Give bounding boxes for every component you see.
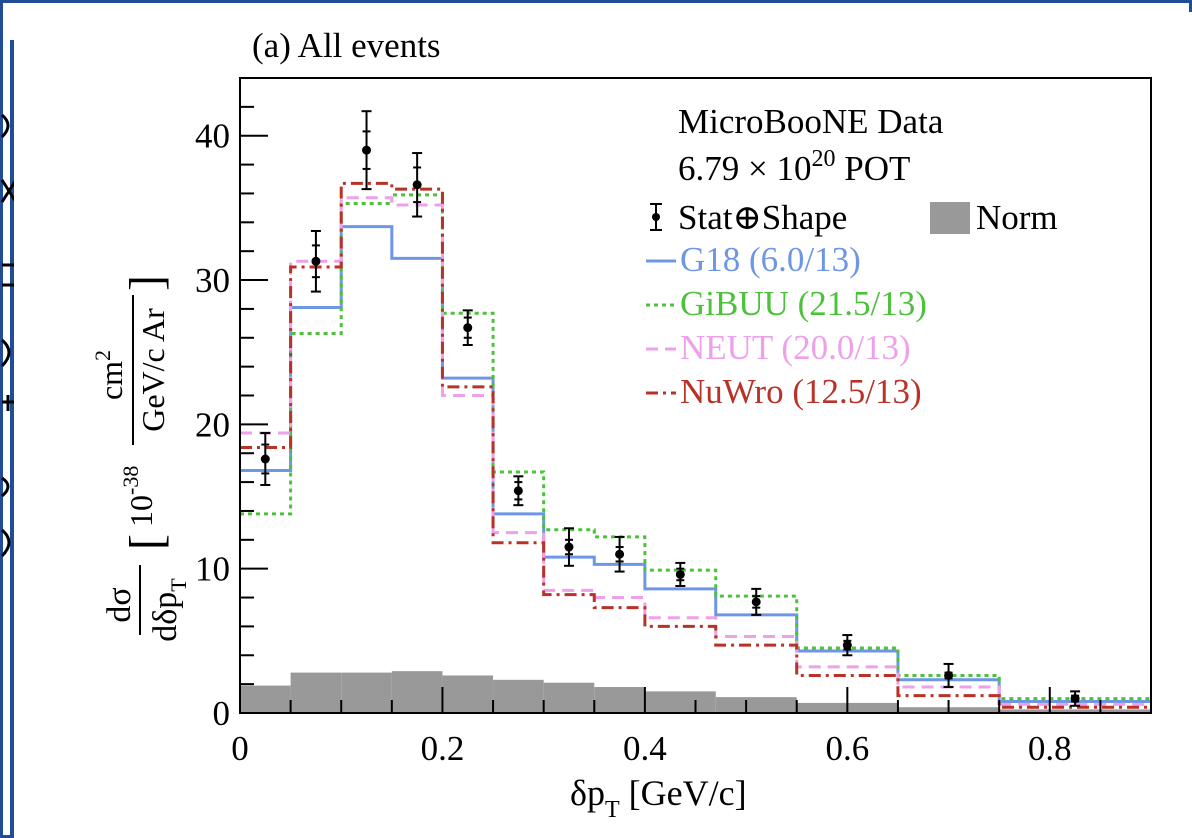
legend-data-label: Stat⊕Shape <box>678 198 847 237</box>
data-point <box>1070 690 1081 707</box>
svg-text:dδpT: dδpT <box>147 578 191 642</box>
norm-bar <box>391 671 443 713</box>
data-point <box>614 535 625 573</box>
panel-label: (a) All events <box>252 26 441 65</box>
x-tick-label: 0.6 <box>825 729 869 768</box>
data-point <box>943 662 954 689</box>
y-tick-label: 40 <box>195 117 230 156</box>
norm-bar <box>240 685 291 713</box>
series-gibuu-line <box>240 193 1151 701</box>
data-point <box>310 229 321 293</box>
legend-data-marker <box>650 203 662 231</box>
y-tick-label: 0 <box>213 694 231 733</box>
legend-pot: 6.79 × 1020 POT <box>678 146 910 188</box>
norm-bar <box>999 709 1151 713</box>
slide-background-fragment <box>0 40 18 838</box>
legend: MicroBooNE Data 6.79 × 1020 POT Stat⊕Sha… <box>646 102 1058 411</box>
data-point <box>675 561 686 587</box>
legend-norm-label: Norm <box>976 198 1058 237</box>
y-tick-label: 10 <box>195 550 230 589</box>
legend-gibuu-label: GiBUU (21.5/13) <box>680 284 927 323</box>
norm-bar <box>594 687 645 713</box>
data-point <box>260 432 271 486</box>
y-axis-label: dσ dδpT [ 10-38 cm2 GeV/c Ar ] <box>90 275 191 642</box>
norm-bar <box>644 691 716 713</box>
svg-text:GeV/c Ar: GeV/c Ar <box>135 308 171 432</box>
series-neut-line <box>240 196 1151 706</box>
svg-text:dσ: dσ <box>101 587 138 622</box>
x-tick-label: 0.2 <box>421 729 465 768</box>
legend-norm-swatch <box>930 202 970 234</box>
data-point <box>842 634 853 657</box>
legend-nuwro-label: NuWro (12.5/13) <box>680 372 922 411</box>
y-tick-label: 30 <box>195 261 230 300</box>
x-ticks: 0 0.2 0.4 0.6 0.8 <box>231 687 1152 768</box>
data-point <box>513 475 524 507</box>
series-nuwro-line <box>240 181 1151 709</box>
figure-panel <box>14 12 1192 838</box>
x-axis-label: δpT [GeV/c] <box>570 773 747 823</box>
legend-g18-label: G18 (6.0/13) <box>680 240 861 279</box>
x-tick-label: 0 <box>231 729 249 768</box>
data-point <box>563 527 574 567</box>
norm-bar <box>341 672 392 713</box>
svg-text:10-38: 10-38 <box>118 466 159 527</box>
legend-title: MicroBooNE Data <box>678 102 944 141</box>
svg-text:]: ] <box>120 275 173 291</box>
y-tick-label: 20 <box>195 405 230 444</box>
norm-bar <box>442 675 494 713</box>
legend-neut-label: NEUT (20.0/13) <box>680 328 911 367</box>
norm-bar <box>493 679 544 713</box>
data-point <box>751 587 762 616</box>
data-points <box>260 110 1081 707</box>
data-point <box>462 309 473 346</box>
norm-bar <box>290 672 342 713</box>
svg-text:cm2: cm2 <box>90 350 129 400</box>
svg-text:[: [ <box>120 534 173 550</box>
norm-bar <box>715 697 797 713</box>
x-tick-label: 0.8 <box>1028 729 1072 768</box>
data-point <box>361 110 372 191</box>
data-point <box>412 152 423 218</box>
x-tick-label: 0.4 <box>623 729 667 768</box>
y-ticks: 0 10 20 30 40 <box>195 77 268 733</box>
norm-bar <box>543 682 595 713</box>
